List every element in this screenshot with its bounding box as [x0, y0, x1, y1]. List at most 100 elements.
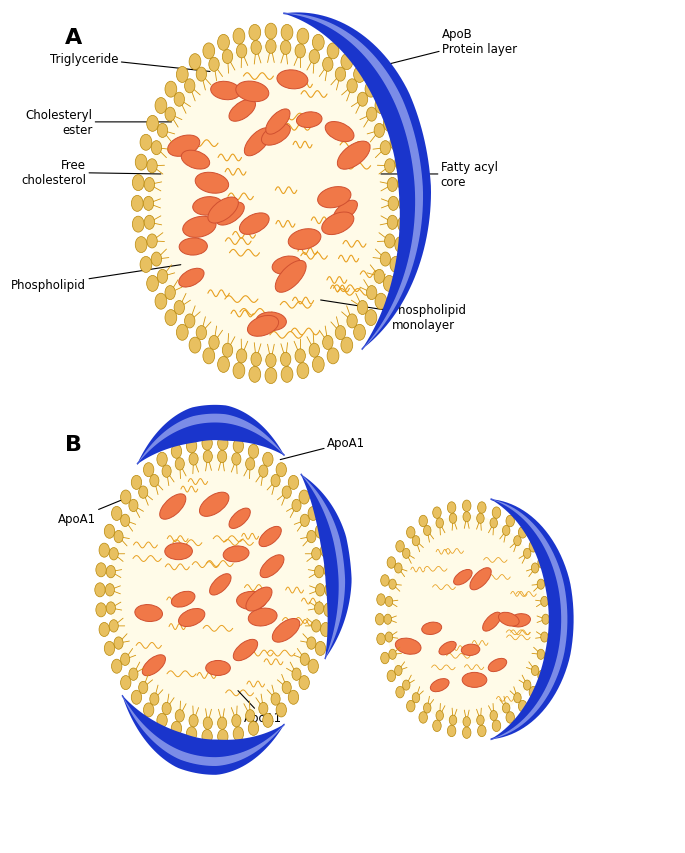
Circle shape	[95, 583, 105, 597]
Circle shape	[314, 602, 324, 614]
Circle shape	[171, 722, 182, 735]
Circle shape	[129, 668, 138, 681]
Circle shape	[248, 722, 259, 735]
Ellipse shape	[386, 515, 547, 723]
Ellipse shape	[461, 644, 480, 656]
Ellipse shape	[318, 188, 351, 208]
Circle shape	[309, 344, 319, 357]
Circle shape	[175, 458, 184, 471]
Circle shape	[202, 437, 212, 450]
Text: Phospholipid
monolayer: Phospholipid monolayer	[321, 300, 467, 332]
Circle shape	[540, 632, 548, 642]
Circle shape	[419, 516, 427, 527]
Circle shape	[132, 196, 143, 212]
Circle shape	[380, 142, 390, 155]
Circle shape	[381, 653, 389, 664]
Circle shape	[307, 531, 316, 543]
Circle shape	[529, 541, 538, 553]
Circle shape	[406, 527, 415, 538]
Circle shape	[321, 623, 331, 636]
Circle shape	[96, 603, 106, 617]
Circle shape	[493, 508, 501, 519]
Ellipse shape	[439, 641, 456, 655]
Circle shape	[106, 602, 115, 614]
Ellipse shape	[470, 568, 491, 590]
Circle shape	[114, 637, 123, 649]
Circle shape	[297, 29, 309, 45]
Circle shape	[347, 315, 358, 328]
Circle shape	[203, 717, 212, 729]
Ellipse shape	[148, 46, 394, 363]
Circle shape	[327, 44, 339, 60]
Text: Triglyceride: Triglyceride	[50, 53, 210, 73]
Circle shape	[385, 596, 393, 606]
Ellipse shape	[337, 142, 370, 170]
Circle shape	[251, 353, 262, 367]
Ellipse shape	[256, 313, 286, 331]
Circle shape	[436, 711, 443, 721]
Circle shape	[309, 50, 319, 65]
Circle shape	[165, 108, 175, 122]
Circle shape	[175, 710, 184, 722]
Ellipse shape	[422, 623, 442, 635]
Circle shape	[104, 525, 114, 538]
Text: ApoA1: ApoA1	[238, 691, 282, 724]
Circle shape	[323, 336, 333, 350]
Circle shape	[196, 68, 207, 82]
Circle shape	[502, 525, 510, 536]
Circle shape	[271, 475, 280, 487]
Circle shape	[387, 557, 396, 569]
Ellipse shape	[277, 71, 308, 90]
Circle shape	[299, 676, 310, 690]
Circle shape	[292, 668, 301, 681]
Circle shape	[121, 490, 131, 504]
Circle shape	[132, 176, 144, 191]
Circle shape	[223, 344, 233, 357]
Circle shape	[143, 703, 154, 717]
Circle shape	[358, 301, 368, 315]
Circle shape	[447, 725, 456, 737]
Circle shape	[396, 687, 404, 698]
Circle shape	[132, 217, 144, 233]
Circle shape	[366, 108, 377, 122]
Circle shape	[99, 623, 110, 636]
Circle shape	[433, 508, 441, 519]
Circle shape	[374, 125, 384, 138]
Circle shape	[259, 703, 268, 715]
Circle shape	[545, 653, 553, 664]
Circle shape	[315, 525, 325, 538]
Circle shape	[121, 676, 131, 690]
Circle shape	[99, 543, 110, 558]
Circle shape	[403, 548, 410, 559]
Circle shape	[375, 294, 387, 310]
Circle shape	[236, 45, 247, 59]
Circle shape	[396, 541, 404, 553]
Ellipse shape	[179, 269, 204, 287]
Circle shape	[266, 40, 276, 55]
Ellipse shape	[499, 612, 519, 626]
Polygon shape	[283, 14, 431, 351]
Circle shape	[109, 548, 119, 560]
Circle shape	[449, 514, 457, 524]
Circle shape	[353, 67, 365, 84]
Circle shape	[218, 450, 227, 463]
Circle shape	[249, 367, 261, 383]
Circle shape	[218, 35, 229, 51]
Circle shape	[377, 634, 385, 645]
Circle shape	[324, 563, 334, 577]
Circle shape	[312, 357, 324, 373]
Circle shape	[150, 693, 159, 705]
Circle shape	[196, 326, 207, 340]
Circle shape	[545, 575, 553, 587]
Polygon shape	[137, 415, 285, 465]
Circle shape	[266, 354, 276, 368]
Ellipse shape	[248, 608, 277, 626]
Circle shape	[281, 26, 293, 41]
Circle shape	[385, 632, 393, 642]
Circle shape	[323, 58, 333, 73]
Circle shape	[246, 710, 255, 722]
Circle shape	[388, 197, 399, 212]
Circle shape	[423, 703, 431, 713]
Circle shape	[341, 338, 353, 354]
Text: Cholesteryl
ester: Cholesteryl ester	[25, 108, 171, 136]
